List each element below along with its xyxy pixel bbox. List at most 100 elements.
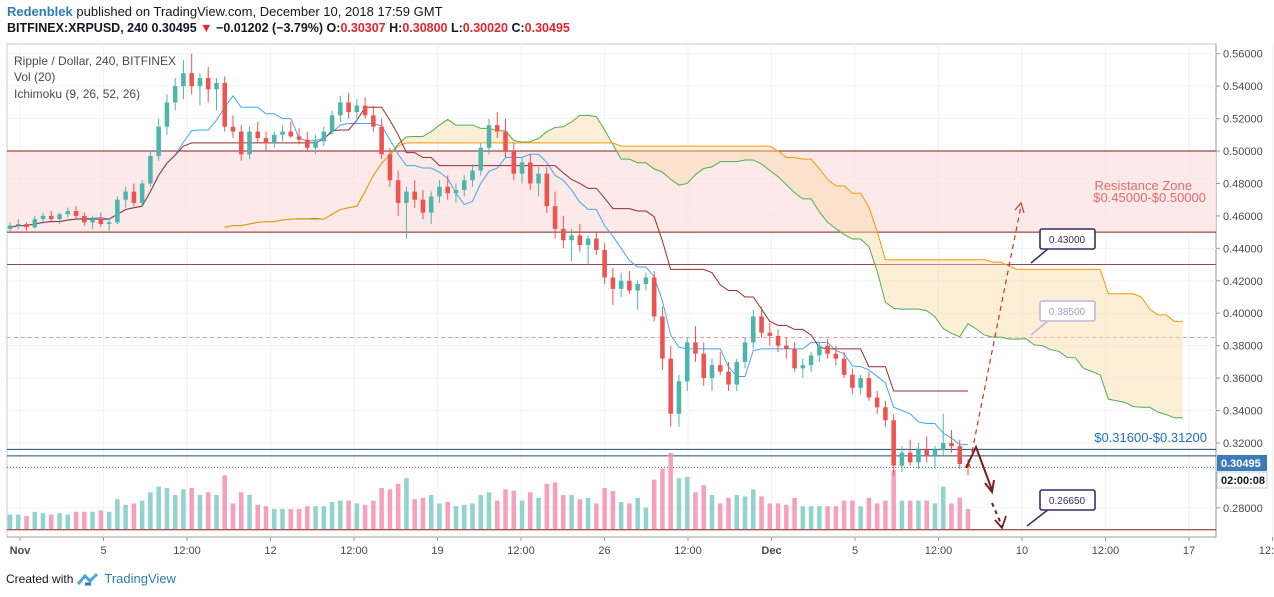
callout-label: 0.26650 (1049, 496, 1086, 507)
candle-body (817, 345, 822, 356)
candle-body (701, 353, 706, 379)
candle-body (437, 186, 442, 197)
volume-bar (371, 500, 376, 529)
volume-bar (379, 488, 384, 529)
price-axis[interactable]: 0.56000 0.54000 0.52000 0.50000 0.48000 0.460… (1216, 49, 1263, 515)
created-with-text: Created with (6, 571, 74, 586)
volume-bar (519, 500, 525, 529)
candle-body (751, 316, 756, 343)
volume-bar (833, 506, 839, 529)
callout-0430[interactable]: 0.43000 (1030, 228, 1096, 264)
candle-body (288, 131, 294, 137)
time-axis[interactable]: Nov 5 12:00 12 12:00 19 12:00 26 12:00 Dec 5 12:00 1… (10, 537, 1274, 557)
candle-body (734, 361, 740, 385)
candle-body (189, 73, 194, 87)
candle-body (263, 138, 269, 143)
candle-body (139, 183, 145, 203)
bullish-arrowhead-icon (1014, 201, 1025, 214)
author-name[interactable]: Redenblek (7, 4, 73, 19)
candle-body (808, 355, 814, 366)
volume-bar (817, 506, 822, 529)
candle-body (767, 332, 773, 336)
time-tick-label: 5 (100, 545, 106, 557)
volume-bar (808, 506, 814, 529)
candle-body (404, 191, 409, 203)
price-tick-label: 0.54000 (1223, 81, 1263, 93)
volume-bar (362, 504, 368, 529)
volume-bar (866, 497, 872, 529)
volume-bar (916, 500, 921, 529)
candle-body (841, 358, 847, 375)
candle-body (668, 358, 673, 414)
ichimoku-cloud (9, 95, 1183, 446)
price-change: −0.01202 (−3.79%) (216, 21, 324, 35)
candle-body (528, 162, 533, 184)
callout-0385[interactable]: 0.38500 (1030, 300, 1096, 336)
volume-bar (858, 506, 863, 529)
candle-body (676, 381, 682, 414)
candle-body (338, 102, 343, 116)
volume-bar (82, 511, 87, 529)
candle-body (131, 191, 137, 203)
support-zone-label: $0.31600-$0.31200 (1094, 430, 1207, 445)
candle-body (247, 131, 252, 155)
tradingview-logo-icon (77, 572, 99, 585)
volume-bar (412, 499, 417, 529)
candle-body (82, 215, 87, 223)
volume-bar (106, 511, 112, 529)
candle-body (305, 139, 310, 148)
ichimoku-indicator-label[interactable]: Ichimoku (9, 26, 52, 26) (14, 87, 140, 101)
candle-body (123, 191, 128, 200)
candle-body (569, 235, 574, 241)
candle-body (470, 170, 475, 181)
tradingview-brand[interactable]: TradingView (104, 571, 176, 586)
candle-body (618, 280, 624, 289)
candle-body (453, 189, 459, 194)
candle-body (726, 371, 731, 385)
callout-02665[interactable]: 0.26650 (1026, 489, 1096, 527)
volume-bar (561, 495, 566, 529)
candle-body (362, 105, 368, 116)
volume-bar (189, 488, 194, 529)
time-tick-label: 12:00 (1259, 545, 1274, 557)
candle-body (98, 219, 104, 225)
candle-body (883, 407, 888, 421)
candles (7, 53, 971, 476)
candle-body (874, 397, 880, 408)
callout-pointer (1030, 319, 1050, 336)
volume-indicator-label[interactable]: Vol (20) (14, 70, 55, 84)
volume-bar (775, 503, 781, 529)
volume-bar (494, 500, 500, 529)
callout-label: 0.38500 (1049, 307, 1086, 318)
volume-bar (717, 503, 723, 529)
volume-bar (139, 500, 145, 529)
volume-bar (726, 497, 731, 529)
price-tick-label: 0.42000 (1223, 276, 1263, 288)
candle-body (594, 238, 599, 250)
candle-body (627, 280, 632, 291)
candle-body (610, 277, 616, 289)
open-label: O: (326, 21, 341, 35)
candle-body (643, 277, 649, 285)
candle-body (49, 215, 54, 220)
volume-bar (841, 500, 847, 529)
candle-body (660, 316, 665, 359)
volume-bar (940, 486, 946, 529)
candle-body (536, 173, 541, 184)
volume-bar (536, 497, 541, 529)
price: 0.30495 (151, 21, 197, 35)
volume-bar (660, 468, 665, 529)
volume-bar (15, 514, 21, 529)
volume-bar (486, 492, 492, 529)
volume-bar (924, 500, 929, 529)
volume-bar (759, 496, 764, 529)
time-tick-label: 12:00 (173, 545, 201, 557)
volume-bar (684, 476, 690, 529)
candle-body (230, 126, 236, 132)
candle-body (156, 126, 161, 156)
candle-body (561, 228, 566, 241)
down-arrow-icon: ▼ (200, 21, 213, 35)
volume-bar (40, 513, 46, 529)
candle-body (238, 131, 244, 155)
